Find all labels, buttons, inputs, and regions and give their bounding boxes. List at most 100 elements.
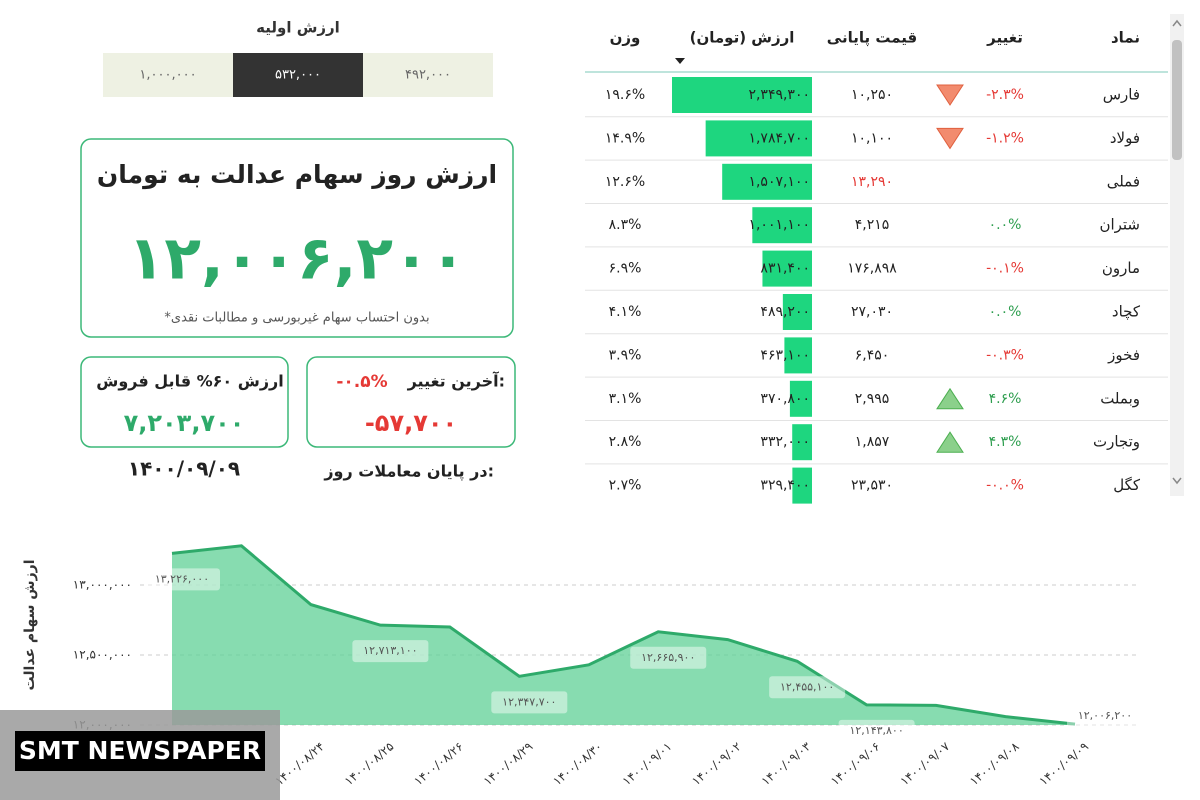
data-label-box	[1067, 705, 1143, 728]
trend-down	[936, 84, 964, 106]
x-tick-label: ۱۴۰۰/۰۸/۳۰	[550, 739, 605, 788]
value-bar	[672, 77, 812, 113]
watermark-text: SMT NEWSPAPER	[19, 736, 261, 765]
data-label-box	[352, 640, 429, 663]
price: ۱۳,۲۹۰	[851, 174, 893, 190]
symbol: فولاد	[1110, 129, 1140, 147]
option-label[interactable]: ۵۳۲,۰۰۰	[275, 68, 321, 83]
change: ۰.۰%	[989, 304, 1022, 320]
value-bar	[752, 207, 812, 244]
x-tick-label: ۱۴۰۰/۰۹/۰۳	[759, 739, 814, 788]
area	[172, 545, 1075, 725]
initial-value-options: ۱,۰۰۰,۰۰۰ ۵۳۲,۰۰۰ ۴۹۲,۰۰۰	[103, 53, 493, 97]
symbol: فارس	[1103, 86, 1140, 104]
symbol: کچاد	[1112, 303, 1141, 321]
session-date: ۱۴۰۰/۰۹/۰۹	[128, 457, 240, 481]
price: ۱۰,۲۵۰	[851, 87, 893, 103]
summary-title: ارزش روز سهام عدالت به تومان	[97, 160, 497, 190]
sort-indicator	[675, 58, 685, 64]
value: ۴۸۹,۲۰۰	[760, 304, 810, 320]
change: -۱.۲%	[986, 130, 1024, 146]
data-label-box	[838, 719, 915, 742]
x-tick-label: ۱۴۰۰/۰۹/۰۶	[828, 739, 883, 788]
change-card	[306, 356, 516, 448]
change: ۴.۶%	[989, 391, 1022, 407]
sellable-card	[80, 356, 289, 448]
symbol: کگل	[1113, 476, 1141, 494]
symbol: فخوز	[1107, 346, 1140, 364]
weight: ۱۲.۶%	[605, 174, 645, 190]
summary-value: ۱۲,۰۰۶,۲۰۰	[128, 224, 467, 294]
weight: ۱۴.۹%	[605, 130, 645, 146]
initial-value-label: ارزش اولیه	[256, 19, 340, 37]
change: ۴.۳%	[989, 434, 1022, 450]
table: نماد تغییر قیمت پایانی ارزش (تومان) وزن فارس -…	[585, 29, 1168, 504]
change-label: آخرین تغییر:	[407, 371, 505, 391]
x-tick-label: ۱۴۰۰/۰۹/۰۲	[689, 739, 744, 788]
line	[171, 544, 1076, 726]
watermark: SMT NEWSPAPER	[0, 710, 280, 800]
scrollbar-thumb[interactable]	[1172, 40, 1182, 160]
column-header[interactable]: نماد	[1111, 29, 1140, 47]
price: ۱,۸۵۷	[855, 434, 890, 450]
trend-up	[936, 431, 964, 453]
value-bar	[705, 120, 812, 157]
option-button[interactable]	[103, 53, 233, 97]
weight: ۴.۱%	[609, 304, 642, 320]
x-tick-label: ۱۴۰۰/۰۸/۲۵	[342, 739, 397, 788]
column-header[interactable]: وزن	[610, 29, 641, 47]
value-bar	[722, 163, 812, 200]
option-button[interactable]	[363, 53, 493, 97]
trend-down	[936, 127, 964, 150]
column-header[interactable]: قیمت پایانی	[827, 29, 917, 48]
change: -۰.۰%	[986, 478, 1024, 494]
column-header[interactable]: تغییر	[986, 29, 1023, 47]
data-label: ۱۲,۷۱۳,۱۰۰	[363, 644, 417, 657]
change-amount: -۵۷,۷۰۰	[365, 409, 457, 437]
trend-up	[936, 387, 964, 410]
symbol: فملی	[1107, 172, 1140, 190]
y-tick-label: ۱۲,۵۰۰,۰۰۰	[73, 648, 132, 662]
price: ۲۷,۰۳۰	[851, 304, 893, 320]
watermark-box	[15, 731, 265, 771]
weight: ۲.۸%	[609, 434, 642, 450]
value-bar	[789, 380, 812, 417]
x-tick-label: ۱۴۰۰/۰۸/۲۶	[411, 739, 466, 788]
x-tick-label: ۱۴۰۰/۰۸/۲۴	[272, 739, 327, 788]
value: ۳۳۲,۰۰۰	[760, 434, 810, 450]
value-bar	[762, 250, 812, 287]
weight: ۳.۱%	[609, 391, 642, 407]
data-label: ۱۳,۲۲۶,۰۰۰	[155, 572, 209, 585]
option-button[interactable]	[233, 53, 363, 97]
session-label: در پایان معاملات روز:	[323, 462, 494, 482]
change: -۲.۳%	[986, 87, 1024, 103]
symbol: وتجارت	[1093, 433, 1140, 451]
data-label-box	[491, 691, 568, 714]
data-label: ۱۲,۱۴۳,۸۰۰	[849, 724, 903, 737]
sellable-label: ارزش ۶۰% قابل فروش	[96, 372, 284, 391]
option-label[interactable]: ۴۹۲,۰۰۰	[405, 68, 451, 83]
weight: ۱۹.۶%	[605, 87, 645, 103]
value-bar	[784, 337, 812, 374]
x-tick-label: ۱۴۰۰/۰۹/۰۹	[1036, 739, 1091, 788]
column-header[interactable]: ارزش (تومان)	[690, 29, 795, 47]
y-tick-label: ۱۳,۰۰۰,۰۰۰	[73, 578, 132, 592]
weight: ۲.۷%	[609, 478, 642, 494]
change: -۰.۱%	[986, 261, 1024, 277]
x-tick-label: ۱۴۰۰/۰۸/۲۹	[481, 739, 536, 788]
price: ۶,۴۵۰	[855, 347, 890, 363]
summary-card	[80, 138, 514, 338]
scroll-down[interactable]	[1172, 477, 1182, 485]
option-label[interactable]: ۱,۰۰۰,۰۰۰	[139, 68, 196, 83]
value: ۱,۰۰۱,۱۰۰	[748, 217, 810, 233]
symbol: شتران	[1099, 216, 1140, 234]
price: ۲,۹۹۵	[855, 391, 890, 407]
value: ۳۷۰,۸۰۰	[760, 391, 810, 407]
scroll-up[interactable]	[1172, 19, 1182, 27]
weight: ۸.۳%	[609, 217, 642, 233]
value: ۸۳۱,۴۰۰	[760, 261, 810, 277]
data-label-box	[630, 646, 707, 669]
value: ۱,۵۰۷,۱۰۰	[748, 174, 810, 190]
